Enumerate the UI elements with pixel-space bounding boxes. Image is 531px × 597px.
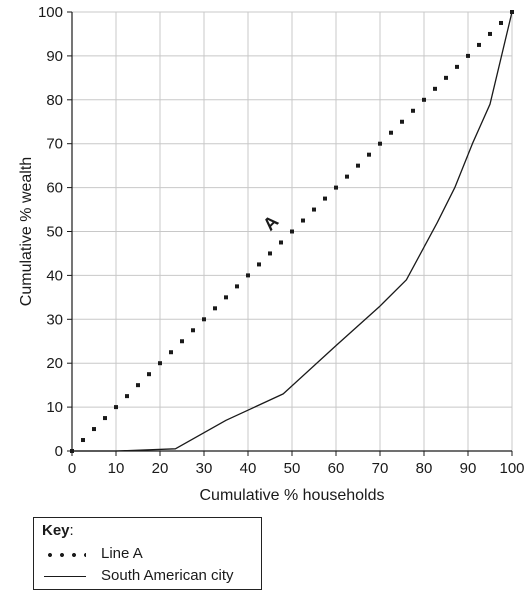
line-a-point: [411, 108, 415, 113]
line-a-point: [345, 174, 349, 179]
x-tick-label: 10: [108, 460, 125, 477]
line-a-point: [466, 53, 470, 58]
lorenz-chart: 0 10 20 30 40 50 60 70 80 90 100 0 10 20 30 40 50 60 70 80…: [18, 4, 525, 504]
x-tick-labels: 0 10 20 30 40 50 60 70 80 90 100: [68, 460, 525, 477]
x-tick-label: 20: [152, 460, 169, 477]
axes: [67, 11, 513, 456]
x-tick-label: 100: [499, 460, 524, 477]
x-tick-label: 80: [416, 460, 433, 477]
line-a-point: [92, 427, 96, 432]
line-a-point: [246, 273, 250, 278]
y-axis-label: Cumulative % wealth: [18, 157, 35, 306]
line-a-point: [268, 251, 272, 256]
line-a-point: [257, 262, 261, 267]
y-tick-label: 10: [46, 399, 63, 416]
line-a-point: [367, 152, 371, 157]
line-a-point: [323, 196, 327, 201]
line-a-point: [279, 240, 283, 245]
y-tick-label: 20: [46, 355, 63, 372]
y-tick-label: 90: [46, 48, 63, 65]
line-a-point: [334, 185, 338, 190]
line-a-point: [422, 97, 426, 102]
line-a-point: [169, 350, 173, 355]
x-tick-label: 50: [284, 460, 301, 477]
line-a-point: [400, 119, 404, 124]
line-a-point: [213, 306, 217, 311]
y-tick-label: 60: [46, 180, 63, 197]
x-tick-label: 70: [372, 460, 389, 477]
legend-label-line-a: Line A: [101, 545, 143, 562]
x-tick-label: 40: [240, 460, 257, 477]
line-a-point: [290, 229, 294, 234]
line-a-point: [488, 31, 492, 36]
y-tick-label: 80: [46, 92, 63, 109]
line-a-point: [455, 64, 459, 69]
y-tick-label: 0: [55, 443, 63, 460]
solid-line-swatch-icon: [44, 576, 86, 577]
y-tick-label: 70: [46, 136, 63, 153]
line-a-point: [180, 339, 184, 344]
line-a-point: [235, 284, 239, 289]
y-tick-label: 30: [46, 311, 63, 328]
series-south-american-city: [72, 11, 513, 452]
line-a-point: [301, 218, 305, 223]
x-tick-label: 30: [196, 460, 213, 477]
y-tick-label: 50: [46, 224, 63, 241]
legend-label-south-american-city: South American city: [101, 567, 234, 584]
y-tick-label: 100: [38, 4, 63, 21]
legend-title: Key:: [42, 522, 74, 539]
line-a-point: [136, 383, 140, 388]
line-a-point: [103, 416, 107, 421]
line-a-point: [147, 372, 151, 377]
line-a-point: [477, 42, 481, 47]
x-tick-label: 90: [460, 460, 477, 477]
y-tick-labels: 0 10 20 30 40 50 60 70 80 90 100: [38, 4, 63, 460]
x-axis-label: Cumulative % households: [200, 487, 385, 504]
south-american-city-line: [72, 11, 513, 452]
y-tick-label: 40: [46, 267, 63, 284]
x-tick-label: 0: [68, 460, 76, 477]
line-a-point: [125, 394, 129, 399]
line-a-point: [444, 75, 448, 80]
line-a-point: [433, 86, 437, 91]
line-a-point: [81, 438, 85, 443]
line-a-point: [202, 317, 206, 322]
legend-item-south-american-city: South American city: [34, 566, 261, 586]
legend-item-line-a: Line A: [34, 544, 261, 564]
line-a-point: [114, 405, 118, 410]
line-a-point: [158, 361, 162, 366]
x-tick-label: 60: [328, 460, 345, 477]
line-a-point: [356, 163, 360, 168]
legend-key: Key: Line A South American city: [33, 517, 262, 590]
line-a-point: [224, 295, 228, 300]
line-a-point: [389, 130, 393, 135]
line-a-point: [312, 207, 316, 212]
line-a-point: [191, 328, 195, 333]
line-a-point: [499, 20, 503, 25]
dotted-line-swatch-icon: [44, 553, 86, 557]
line-a-point: [378, 141, 382, 146]
